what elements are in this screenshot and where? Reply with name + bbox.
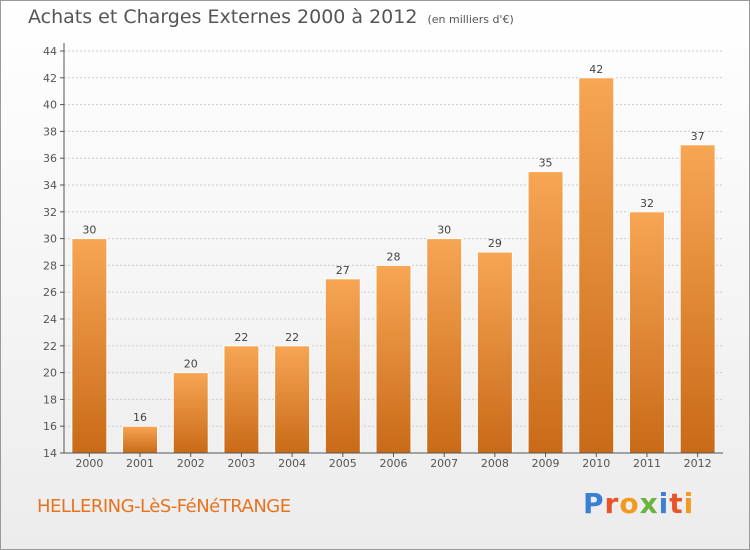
y-tick-label: 22 <box>43 340 57 353</box>
y-tick-label: 38 <box>43 125 57 138</box>
data-label: 30 <box>437 224 451 237</box>
y-tick-label: 30 <box>43 233 57 246</box>
bar-2007 <box>426 238 463 454</box>
bar-2005 <box>324 278 361 454</box>
x-tick-label: 2005 <box>329 457 357 470</box>
x-tick-label: 2002 <box>177 457 205 470</box>
logo-letter: i <box>683 487 695 520</box>
y-tick-label: 36 <box>43 152 57 165</box>
bar-2009 <box>527 171 564 454</box>
y-tick-label: 26 <box>43 286 57 299</box>
bar-2000 <box>71 238 108 454</box>
data-label: 37 <box>691 130 705 143</box>
logo-letter: o <box>619 487 640 520</box>
data-label: 16 <box>133 411 147 424</box>
x-tick-label: 2003 <box>227 457 255 470</box>
chart-title-text: Achats et Charges Externes 2000 à 2012 <box>28 6 418 28</box>
chart-title: Achats et Charges Externes 2000 à 2012 (e… <box>28 6 514 28</box>
y-tick-label: 32 <box>43 206 57 219</box>
x-tick-label: 2004 <box>278 457 306 470</box>
data-label: 22 <box>234 331 248 344</box>
x-tick-label: 2000 <box>75 457 103 470</box>
commune-name: HELLERING-LèS-FéNéTRANGE <box>37 496 291 517</box>
data-label: 28 <box>387 250 401 263</box>
y-tick-label: 42 <box>43 72 57 85</box>
data-label: 42 <box>589 63 603 76</box>
y-tick-label: 16 <box>43 420 57 433</box>
logo-letter: P <box>583 487 605 520</box>
bar-2004 <box>274 345 311 454</box>
y-tick-label: 20 <box>43 367 57 380</box>
y-tick-label: 28 <box>43 259 57 272</box>
x-tick-label: 2008 <box>481 457 509 470</box>
y-tick-label: 40 <box>43 99 57 112</box>
bar-2006 <box>375 264 412 454</box>
y-tick-label: 34 <box>43 179 57 192</box>
logo-letter: i <box>658 487 670 520</box>
bar-2002 <box>172 372 209 454</box>
logo-letter: r <box>604 487 620 520</box>
data-label: 35 <box>539 157 553 170</box>
y-tick-label: 18 <box>43 393 57 406</box>
x-tick-label: 2010 <box>582 457 610 470</box>
y-tick-label: 24 <box>43 313 57 326</box>
labels: 14 16 18 20 22 24 26 28 30 32 34 36 38 40 42 44 30 2000 16… <box>43 45 712 470</box>
logo-letter: x <box>639 487 659 520</box>
x-tick-label: 2009 <box>532 457 560 470</box>
x-tick-label: 2012 <box>684 457 712 470</box>
x-tick-label: 2011 <box>633 457 661 470</box>
x-tick-label: 2006 <box>380 457 408 470</box>
data-label: 30 <box>82 224 96 237</box>
x-tick-label: 2007 <box>430 457 458 470</box>
bar-2010 <box>578 77 615 454</box>
x-tick-label: 2001 <box>126 457 154 470</box>
logo-letter: t <box>669 487 684 520</box>
bar-2001 <box>122 425 159 454</box>
data-label: 29 <box>488 237 502 250</box>
y-tick-label: 44 <box>43 45 57 58</box>
chart-subtitle: (en milliers d'€) <box>427 13 514 26</box>
bar-2008 <box>476 251 513 454</box>
y-tick-label: 14 <box>43 447 57 460</box>
data-label: 32 <box>640 197 654 210</box>
data-label: 22 <box>285 331 299 344</box>
bar-2003 <box>223 345 260 454</box>
bar-2012 <box>679 144 716 454</box>
bar-2011 <box>628 211 665 454</box>
proxiti-logo: Proxiti <box>583 487 694 520</box>
data-label: 20 <box>184 358 198 371</box>
axes <box>60 43 723 457</box>
data-label: 27 <box>336 264 350 277</box>
